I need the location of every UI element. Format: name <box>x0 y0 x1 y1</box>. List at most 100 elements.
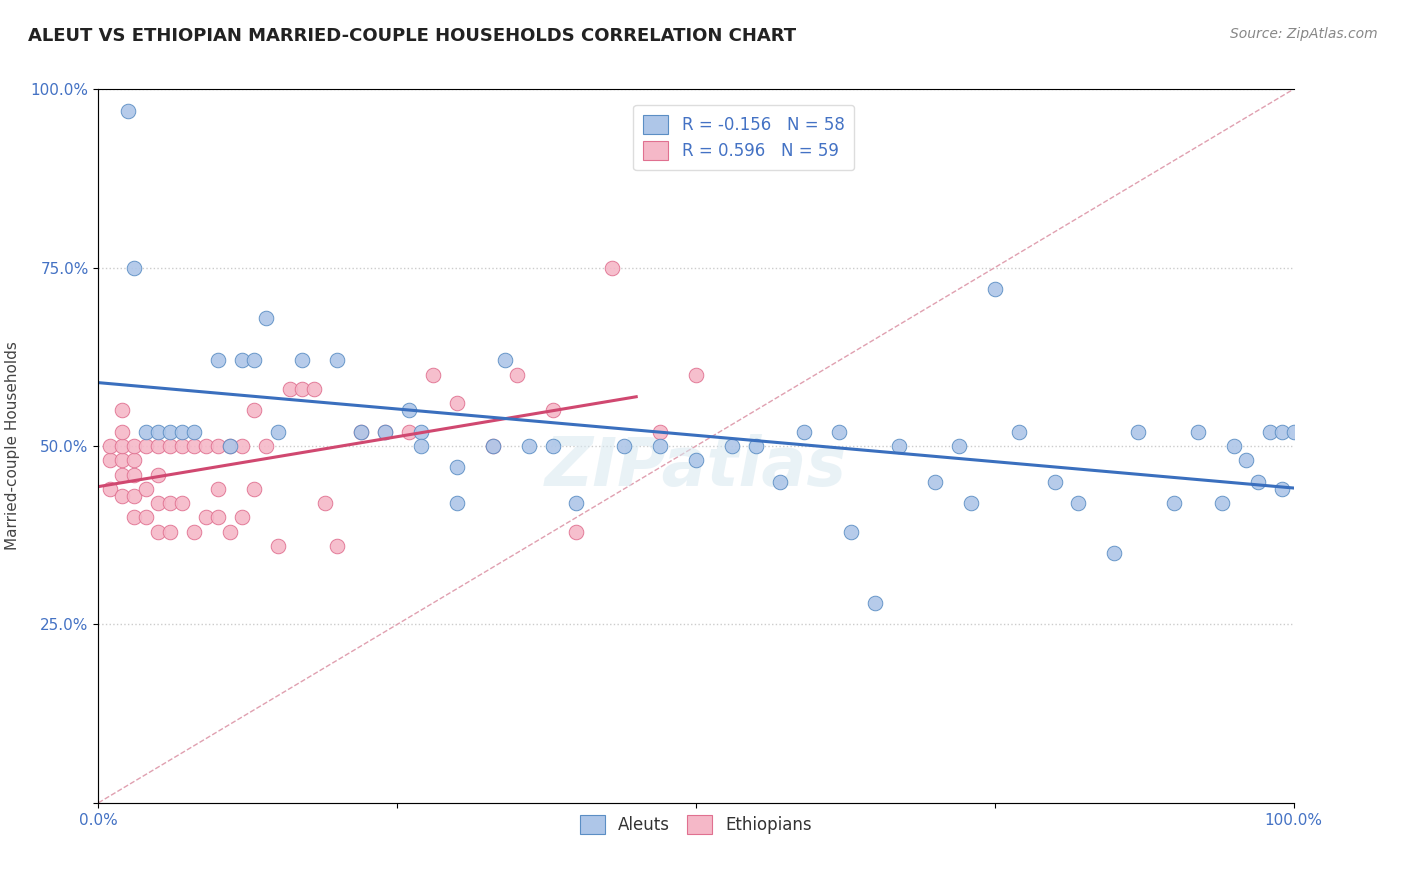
Point <box>1043 475 1066 489</box>
Point <box>124 489 146 503</box>
Point <box>446 396 468 410</box>
Point <box>111 425 134 439</box>
Point <box>326 353 349 368</box>
Text: ALEUT VS ETHIOPIAN MARRIED-COUPLE HOUSEHOLDS CORRELATION CHART: ALEUT VS ETHIOPIAN MARRIED-COUPLE HOUSEH… <box>28 27 796 45</box>
Point <box>135 510 157 524</box>
Point <box>1187 425 1209 439</box>
Point <box>1104 546 1126 560</box>
Point <box>494 353 516 368</box>
Point <box>124 467 146 482</box>
Point <box>219 524 242 539</box>
Point <box>960 496 983 510</box>
Point <box>1247 475 1270 489</box>
Point <box>291 382 314 396</box>
Point <box>648 439 672 453</box>
Point <box>517 439 540 453</box>
Point <box>159 496 181 510</box>
Point <box>98 482 122 496</box>
Point <box>183 425 205 439</box>
Point <box>243 403 266 417</box>
Point <box>159 439 181 453</box>
Point <box>398 425 420 439</box>
Point <box>541 439 564 453</box>
Point <box>291 353 314 368</box>
Point <box>411 439 433 453</box>
Point <box>865 596 887 610</box>
Point <box>350 425 373 439</box>
Point <box>1128 425 1150 439</box>
Point <box>124 260 146 275</box>
Point <box>1067 496 1090 510</box>
Point <box>111 453 134 467</box>
Point <box>1271 482 1294 496</box>
Point <box>111 403 134 417</box>
Point <box>135 439 157 453</box>
Point <box>721 439 744 453</box>
Text: Source: ZipAtlas.com: Source: ZipAtlas.com <box>1230 27 1378 41</box>
Point <box>1271 425 1294 439</box>
Point <box>231 353 253 368</box>
Point <box>207 482 229 496</box>
Point <box>745 439 768 453</box>
Point <box>541 403 564 417</box>
Point <box>117 103 139 118</box>
Point <box>183 439 205 453</box>
Point <box>135 425 157 439</box>
Point <box>828 425 851 439</box>
Point <box>422 368 444 382</box>
Point <box>685 453 707 467</box>
Point <box>1234 453 1257 467</box>
Point <box>254 439 277 453</box>
Point <box>613 439 636 453</box>
Point <box>924 475 946 489</box>
Point <box>1223 439 1246 453</box>
Point <box>315 496 337 510</box>
Point <box>135 482 157 496</box>
Point <box>446 460 468 475</box>
Point <box>207 439 229 453</box>
Point <box>602 260 624 275</box>
Point <box>159 425 181 439</box>
Text: ZIPatlas: ZIPatlas <box>546 434 846 500</box>
Point <box>374 425 396 439</box>
Point <box>326 539 349 553</box>
Point <box>302 382 325 396</box>
Point <box>124 453 146 467</box>
Point <box>195 510 218 524</box>
Point <box>889 439 911 453</box>
Point <box>111 489 134 503</box>
Point <box>195 439 218 453</box>
Point <box>148 439 170 453</box>
Point <box>411 425 433 439</box>
Point <box>98 439 122 453</box>
Point <box>207 353 229 368</box>
Point <box>243 482 266 496</box>
Point <box>374 425 396 439</box>
Point <box>565 496 588 510</box>
Point <box>278 382 301 396</box>
Point <box>148 467 170 482</box>
Point <box>793 425 815 439</box>
Point <box>219 439 242 453</box>
Point <box>124 510 146 524</box>
Point <box>984 282 1007 296</box>
Point <box>506 368 529 382</box>
Point <box>172 496 194 510</box>
Point <box>172 425 194 439</box>
Y-axis label: Married-couple Households: Married-couple Households <box>4 342 20 550</box>
Point <box>148 496 170 510</box>
Point <box>231 439 253 453</box>
Point <box>111 439 134 453</box>
Point <box>398 403 420 417</box>
Point <box>1211 496 1233 510</box>
Point <box>481 439 505 453</box>
Point <box>98 453 122 467</box>
Point <box>768 475 790 489</box>
Point <box>148 524 170 539</box>
Point <box>207 510 229 524</box>
Point <box>183 524 205 539</box>
Point <box>267 539 290 553</box>
Point <box>231 510 253 524</box>
Point <box>841 524 863 539</box>
Point <box>1163 496 1185 510</box>
